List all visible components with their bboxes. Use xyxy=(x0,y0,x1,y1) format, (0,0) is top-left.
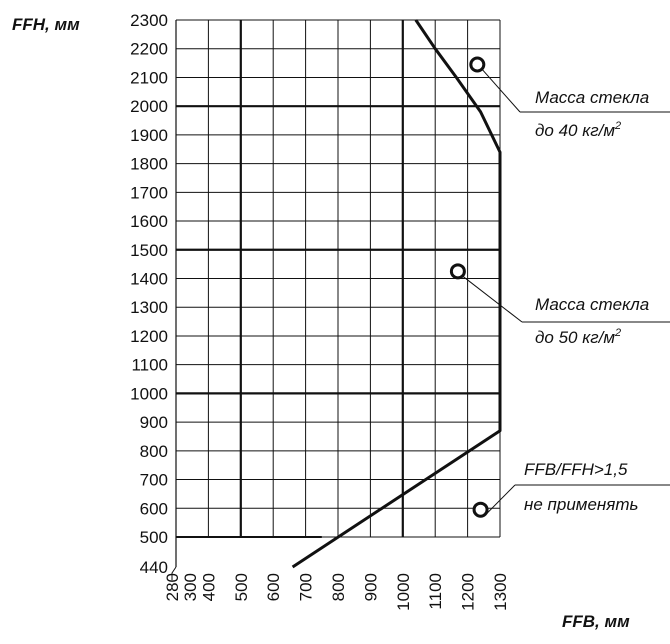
annotation-superscript: 2 xyxy=(614,120,621,132)
y-tick-label: 900 xyxy=(140,413,168,432)
annotation-line2: до 40 кг/м2 xyxy=(535,120,621,140)
y-tick-label: 2200 xyxy=(130,40,168,59)
y-tick-label: 1700 xyxy=(130,183,168,202)
x-tick-label: 700 xyxy=(297,573,316,601)
annotation-marker xyxy=(449,263,466,280)
annotation-line1: FFB/FFH>1,5 xyxy=(524,460,628,479)
y-tick-label: 1200 xyxy=(130,327,168,346)
x-tick-label: 300 xyxy=(181,573,200,601)
annotation-line1: Масса стекла xyxy=(535,88,649,107)
annotation-leader xyxy=(481,69,521,113)
x-axis-label: FFB, мм xyxy=(562,612,630,631)
y-tick-label: 1500 xyxy=(130,241,168,260)
annotation-marker xyxy=(472,501,489,518)
x-tick-label: 600 xyxy=(264,573,283,601)
y-tick-label: 800 xyxy=(140,442,168,461)
x-tick-label: 1300 xyxy=(491,573,510,611)
y-tick-label: 440 xyxy=(140,558,168,577)
y-tick-label: 600 xyxy=(140,499,168,518)
minor-grid xyxy=(175,19,501,567)
x-tick-label: 800 xyxy=(329,573,348,601)
x-tick-label: 1100 xyxy=(426,573,445,610)
y-tick-label: 700 xyxy=(140,471,168,490)
annotation-line2: до 50 кг/м2 xyxy=(535,327,621,347)
y-tick-label: 2100 xyxy=(130,68,168,87)
x-tick-label: 1200 xyxy=(459,573,478,611)
y-tick-label: 1800 xyxy=(130,155,168,174)
series-line-0 xyxy=(291,19,502,569)
annotations: Масса стекла до 40 кг/м2 Масса стекла до 50… xyxy=(449,56,670,518)
y-tick-label: 1000 xyxy=(130,384,168,403)
x-tick-lead xyxy=(171,566,177,580)
annotation-superscript: 2 xyxy=(614,327,621,339)
y-tick-label: 500 xyxy=(140,528,168,547)
x-tick-label: 1000 xyxy=(394,573,413,611)
y-tick-label: 1100 xyxy=(131,356,168,375)
y-tick-label: 1400 xyxy=(130,270,168,289)
series-lines xyxy=(176,19,502,569)
x-tick-label: 900 xyxy=(361,573,380,601)
x-tick-labels: 280 300 400 500 600 700 800 900 1000 1100 1200 1300 xyxy=(163,566,510,611)
y-axis-label: FFH, мм xyxy=(12,15,80,34)
x-tick-label: 280 xyxy=(163,573,182,601)
major-grid xyxy=(176,20,500,537)
y-tick-label: 2000 xyxy=(130,97,168,116)
annotation-marker xyxy=(469,56,486,73)
y-tick-label: 1300 xyxy=(130,298,168,317)
y-tick-label: 1600 xyxy=(130,212,168,231)
annotation-line2: не применять xyxy=(524,495,638,514)
y-tick-label: 2300 xyxy=(130,11,168,30)
annotation-line1: Масса стекла xyxy=(535,295,649,314)
annotation-leader xyxy=(485,484,516,516)
annotation-leader xyxy=(462,275,523,323)
x-tick-label: 500 xyxy=(232,573,251,601)
y-tick-label: 1900 xyxy=(130,126,168,145)
x-tick-label: 400 xyxy=(199,573,218,601)
y-tick-labels: 440 500 600 700 800 900 1000 1100 1200 1300 1400 15… xyxy=(130,11,168,577)
